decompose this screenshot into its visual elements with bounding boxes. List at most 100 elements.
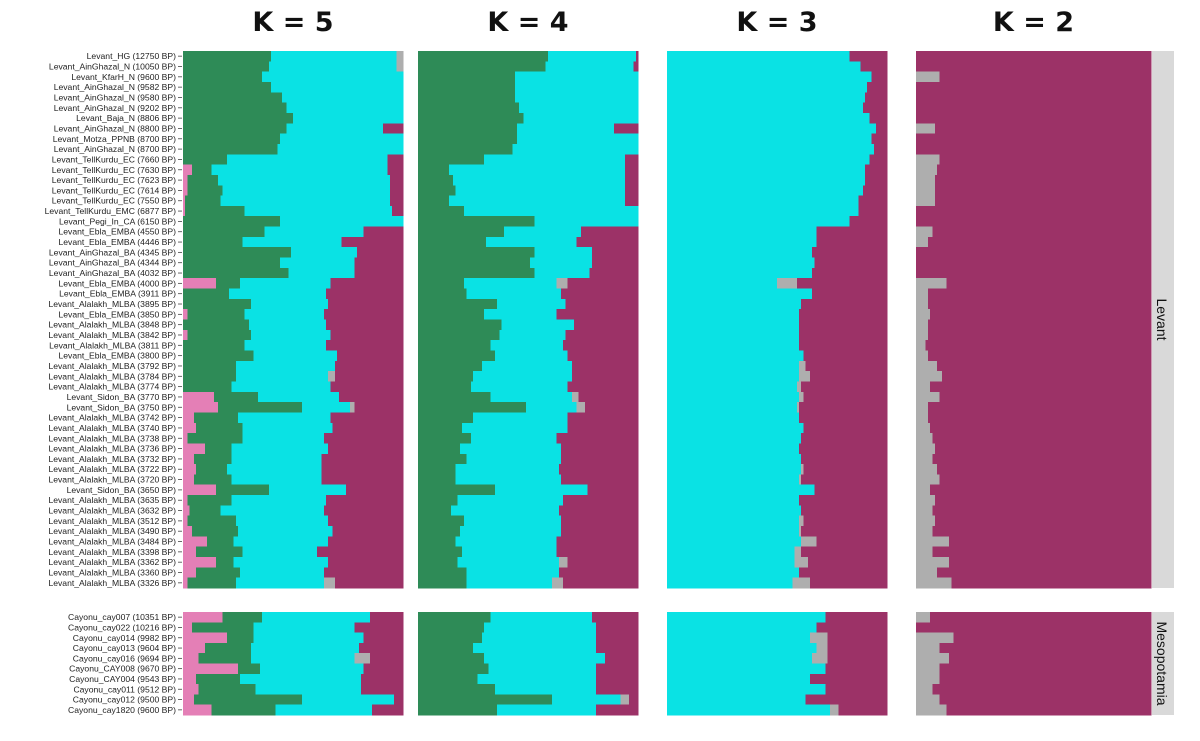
bar-segment-green [196,567,241,579]
bar-segment-gray [572,391,579,403]
bar-segment-purple [326,319,404,331]
bar-segment-gray [916,360,938,372]
bar-segment-purple [567,422,639,434]
bar-segment-cyan [451,505,560,517]
bar-segment-pink [183,495,188,506]
bar-segment-purple [563,495,639,506]
bar-segment-gray [556,278,568,289]
bar-segment-cyan [667,61,861,73]
bar-segment-purple [567,381,639,393]
sample-label: Cayonu_CAY008 (9670 BP) [69,664,176,674]
bar-segment-cyan [514,71,639,83]
bar-segment-purple [565,298,639,310]
sample-label: Levant_Alalakh_MLBA (3848 BP) [48,320,176,330]
bar-segment-gray [916,526,933,537]
bar-segment-gray [916,298,929,310]
sample-label: Levant_AinGhazal_N (10050 BP) [49,61,176,71]
bar-segment-green [205,443,232,455]
sample-label: Levant_Alalakh_MLBA (3512 BP) [48,516,176,526]
bar-segment-cyan [667,226,817,238]
bar-segment-cyan [231,453,322,465]
bar-segment-purple [799,443,888,455]
bar-segment-cyan [667,288,813,300]
bar-segment-cyan [233,536,329,548]
bar-segment-cyan [534,216,639,227]
bar-segment-cyan [453,174,626,186]
bar-segment-cyan [667,123,877,134]
bar-segment-purple [934,515,1152,527]
bar-segment-cyan [667,174,866,186]
bar-segment-purple [814,484,888,496]
bar-segment-cyan [667,247,813,258]
bar-segment-purple [387,154,404,165]
bar-segment-gray [916,673,940,685]
bar-segment-purple [361,673,404,685]
bar-segment-cyan [477,673,597,685]
bar-segment-purple [934,195,1152,207]
sample-label: Levant_Alalakh_MLBA (3792 BP) [48,361,176,371]
bar-segment-gray [916,515,936,527]
bar-segment-green [418,309,485,320]
bar-segment-gray [916,71,940,83]
bar-segment-pink [183,536,208,548]
bar-segment-cyan [262,71,404,83]
bar-segment-cyan [464,515,562,527]
bar-segment-gray [916,577,952,589]
bar-segment-cyan [552,694,621,706]
bar-segment-cyan [667,81,868,93]
bar-segment-cyan [667,422,804,434]
bar-segment-purple [867,81,888,93]
bar-segment-purple [862,185,888,196]
bar-segment-cyan [464,205,639,217]
bar-segment-cyan [490,340,564,351]
bar-segment-cyan [462,422,568,434]
bar-segment-green [418,71,516,83]
bar-segment-purple [932,526,1152,537]
bar-segment-gray [916,402,929,413]
bar-segment-purple [927,412,1152,424]
bar-segment-purple [328,515,404,527]
bar-segment-cyan [271,51,397,62]
panel-k3-levant [667,51,888,589]
bar-segment-purple [567,278,639,289]
bar-segment-pink [183,505,190,517]
bar-segment-green [183,381,232,393]
bar-segment-purple [812,267,888,279]
sample-label: Levant_AinGhazal_N (8700 BP) [54,144,176,154]
bar-segment-green [418,663,489,675]
bar-segment-pink [183,704,212,716]
bar-segment-cyan [235,515,329,527]
bar-segment-gray [916,319,929,331]
bar-segment-purple [858,205,888,217]
bar-segment-green [418,422,463,434]
facet-panels [183,51,1152,716]
bar-segment-cyan [235,360,336,372]
bar-segment-purple [827,632,888,644]
bar-segment-cyan [470,381,568,393]
bar-segment-purple [624,164,639,176]
bar-segment-green [418,174,454,186]
bar-segment-purple [572,371,639,382]
bar-segment-green [211,704,276,716]
bar-segment-cyan [459,526,562,537]
bar-segment-pink [183,515,188,527]
bar-segment-purple [330,329,404,341]
bar-segment-purple [354,402,404,413]
sample-label: Levant_Ebla_EMBA (4000 BP) [58,278,176,288]
bar-segment-cyan [667,102,864,114]
bar-segment-gray [777,278,798,289]
bar-segment-purple [354,622,404,633]
bar-segment-purple [561,288,639,300]
bar-segment-green [191,622,254,633]
bar-segment-green [418,612,491,623]
bar-segment-purple [939,663,1152,675]
bar-segment-green [418,216,535,227]
bar-segment-green [183,92,283,103]
bar-segment-purple [596,704,639,716]
bar-segment-purple [561,526,639,537]
bar-segment-gray [812,653,828,664]
bar-segment-pink [183,278,217,289]
bar-segment-purple [939,154,1152,165]
bar-segment-gray [916,663,940,675]
bar-segment-purple [354,267,404,279]
